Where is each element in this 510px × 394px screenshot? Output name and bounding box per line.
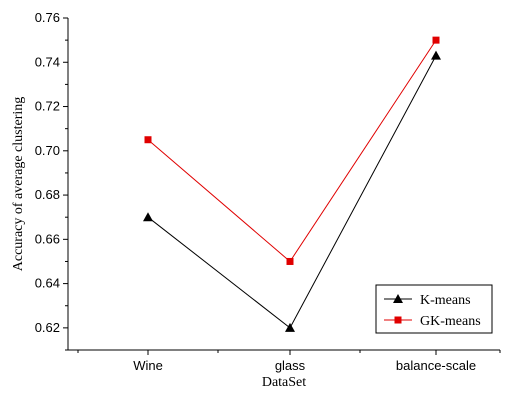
data-point — [431, 50, 441, 60]
y-tick-label: 0.74 — [35, 54, 60, 69]
legend-box — [375, 284, 493, 334]
legend-label: GK-means — [420, 314, 481, 329]
series-layer — [143, 36, 441, 332]
y-ticks: 0.62 0.64 0.66 0.68 0.70 0.72 0.74 0.76 — [35, 10, 68, 351]
y-tick-label: 0.64 — [35, 276, 60, 291]
legend-label: K-means — [420, 293, 471, 308]
data-point — [143, 212, 153, 222]
x-ticks: Wine glass balance-scale — [77, 350, 501, 373]
data-point — [432, 36, 440, 44]
legend: K-means GK-means — [375, 284, 493, 334]
data-point — [144, 136, 152, 144]
y-tick-label: 0.62 — [35, 320, 60, 335]
y-tick-label: 0.66 — [35, 231, 60, 246]
y-tick-label: 0.70 — [35, 143, 60, 158]
data-point — [286, 257, 294, 265]
legend-marker — [393, 294, 403, 303]
series-gk-means — [144, 36, 440, 265]
y-axis-title: Accuracy of average clustering — [11, 97, 26, 272]
x-tick-label: Wine — [133, 358, 163, 373]
legend-marker — [394, 316, 402, 324]
x-tick-label: glass — [275, 358, 306, 373]
x-axis-title: DataSet — [262, 375, 306, 390]
data-point — [285, 322, 295, 332]
y-tick-label: 0.76 — [35, 10, 60, 25]
series-k-means — [143, 50, 441, 332]
series-line — [147, 39, 437, 263]
x-tick-label: balance-scale — [396, 358, 476, 373]
plot-frame — [67, 18, 500, 351]
y-tick-label: 0.72 — [35, 99, 60, 114]
y-tick-label: 0.68 — [35, 187, 60, 202]
